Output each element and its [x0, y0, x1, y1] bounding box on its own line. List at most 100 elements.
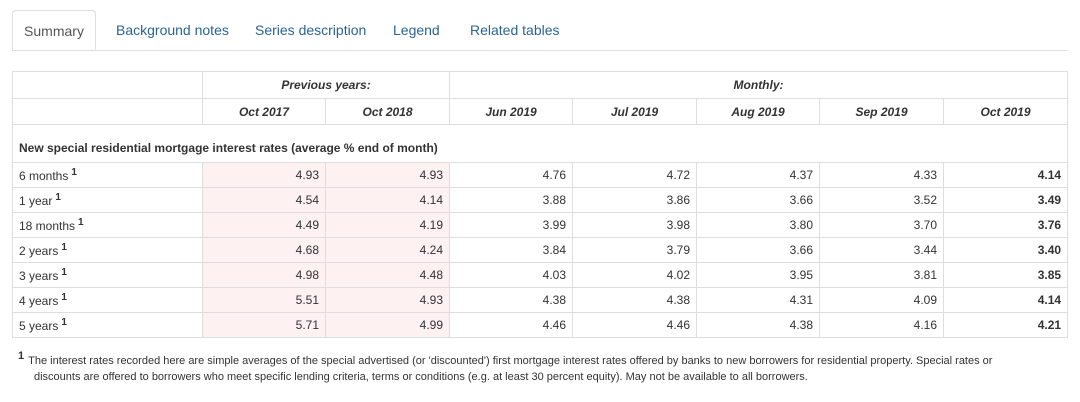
rate-cell: 4.99: [324, 312, 451, 338]
row-label: 4 years 1: [12, 287, 203, 313]
rate-cell: 3.86: [572, 187, 698, 213]
footnote-reference[interactable]: 1: [78, 217, 84, 228]
rate-cell: 3.99: [449, 212, 574, 238]
rate-cell: 4.14: [324, 187, 451, 213]
group-header-previous-years: Previous years:: [201, 71, 451, 99]
rate-cell: 4.31: [696, 287, 821, 313]
rate-cell: 4.33: [819, 162, 945, 188]
interest-rates-table: Previous years: Monthly: Oct 2017 Oct 20…: [11, 71, 1069, 338]
table-row: 6 months 1 4.93 4.93 4.76 4.72 4.37 4.33 4.14: [12, 162, 1069, 188]
table-row: 3 years 1 4.98 4.48 4.03 4.02 3.95 3.81 3.85: [12, 262, 1069, 288]
rate-cell: 3.44: [819, 237, 945, 263]
rate-cell: 4.38: [572, 287, 698, 313]
rate-cell: 4.14: [943, 162, 1069, 188]
rate-cell: 4.93: [202, 162, 326, 188]
row-label-text: 18 months: [19, 219, 76, 233]
rate-cell: 4.03: [449, 262, 574, 288]
rate-cell: 4.98: [202, 262, 326, 288]
table-row: 4 years 1 5.51 4.93 4.38 4.38 4.31 4.09 4.14: [12, 287, 1069, 313]
footnote-reference[interactable]: 1: [61, 292, 67, 303]
column-header: Aug 2019: [696, 98, 821, 125]
tab-series-description[interactable]: Series description: [255, 22, 367, 38]
rate-cell: 3.88: [449, 187, 574, 213]
column-header: Oct 2019: [943, 98, 1069, 125]
footnote-reference[interactable]: 1: [61, 317, 67, 328]
rate-cell: 3.81: [819, 262, 945, 288]
tab-summary[interactable]: Summary: [12, 10, 96, 50]
rate-cell: 5.71: [202, 312, 326, 338]
row-label-text: 1 year: [19, 194, 53, 208]
table-row: 18 months 1 4.49 4.19 3.99 3.98 3.80 3.70 3.76: [12, 212, 1069, 238]
row-label: 5 years 1: [12, 312, 203, 338]
rate-cell: 4.49: [202, 212, 326, 238]
rate-cell: 4.09: [819, 287, 945, 313]
column-header: Jun 2019: [449, 98, 574, 125]
column-header: Oct 2017: [202, 98, 326, 125]
rate-cell: 4.48: [324, 262, 451, 288]
row-label-text: 5 years: [19, 319, 59, 333]
rate-cell: 3.49: [943, 187, 1069, 213]
rate-cell: 4.21: [943, 312, 1069, 338]
row-label: 3 years 1: [12, 262, 203, 288]
column-header-row: Oct 2017 Oct 2018 Jun 2019 Jul 2019 Aug …: [12, 98, 1069, 125]
footnote-reference[interactable]: 1: [71, 167, 77, 178]
rate-cell: 4.14: [943, 287, 1069, 313]
rate-cell: 4.72: [572, 162, 698, 188]
row-label-text: 4 years: [19, 294, 59, 308]
group-header-row: Previous years: Monthly:: [12, 71, 1069, 99]
tab-related-tables[interactable]: Related tables: [470, 22, 560, 38]
rate-cell: 3.80: [696, 212, 821, 238]
row-label-text: 2 years: [19, 244, 59, 258]
row-label: 2 years 1: [12, 237, 203, 263]
rate-cell: 3.85: [943, 262, 1069, 288]
footnote-text-line-1: The interest rates recorded here are sim…: [28, 355, 993, 367]
footnote-marker: 1: [18, 350, 25, 362]
footnote: 1 The interest rates recorded here are si…: [18, 350, 1068, 385]
rate-cell: 3.66: [696, 237, 821, 263]
row-label-text: 6 months: [19, 169, 69, 183]
rate-cell: 5.51: [202, 287, 326, 313]
row-label-text: 3 years: [19, 269, 59, 283]
rate-cell: 3.95: [696, 262, 821, 288]
rate-cell: 4.46: [449, 312, 574, 338]
rate-cell: 4.76: [449, 162, 574, 188]
column-header: Oct 2018: [324, 98, 451, 125]
rate-cell: 4.24: [324, 237, 451, 263]
row-label: 18 months 1: [12, 212, 203, 238]
tab-bar: Summary Background notes Series descript…: [12, 10, 1067, 51]
rate-cell: 4.38: [449, 287, 574, 313]
rate-cell: 4.93: [324, 162, 451, 188]
footnote-reference[interactable]: 1: [61, 242, 67, 253]
section-title: New special residential mortgage interes…: [11, 124, 1069, 163]
group-header-monthly: Monthly:: [449, 71, 1069, 99]
section-title-row: New special residential mortgage interes…: [11, 124, 1069, 163]
rate-cell: 4.38: [696, 312, 821, 338]
tab-legend[interactable]: Legend: [393, 22, 440, 38]
rate-cell: 4.19: [324, 212, 451, 238]
rate-cell: 4.37: [696, 162, 821, 188]
table-row: 5 years 1 5.71 4.99 4.46 4.46 4.38 4.16 4.21: [12, 312, 1069, 338]
row-label: 6 months 1: [12, 162, 203, 188]
rate-cell: 4.16: [819, 312, 945, 338]
footnote-reference[interactable]: 1: [61, 267, 67, 278]
rate-cell: 4.93: [324, 287, 451, 313]
rate-cell: 3.40: [943, 237, 1069, 263]
footnote-text-line-2: discounts are offered to borrowers who m…: [34, 371, 808, 383]
tab-background-notes[interactable]: Background notes: [116, 22, 229, 38]
empty-corner-cell: [12, 71, 203, 99]
rate-cell: 4.68: [202, 237, 326, 263]
footnote-reference[interactable]: 1: [55, 192, 61, 203]
rate-cell: 4.54: [202, 187, 326, 213]
empty-corner-cell: [12, 98, 203, 125]
rate-cell: 3.52: [819, 187, 945, 213]
rate-cell: 3.76: [943, 212, 1069, 238]
rate-cell: 4.02: [572, 262, 698, 288]
rate-cell: 3.98: [572, 212, 698, 238]
rate-cell: 3.79: [572, 237, 698, 263]
column-header: Sep 2019: [819, 98, 945, 125]
table-row: 1 year 1 4.54 4.14 3.88 3.86 3.66 3.52 3.49: [12, 187, 1069, 213]
column-header: Jul 2019: [572, 98, 698, 125]
rate-cell: 3.84: [449, 237, 574, 263]
row-label: 1 year 1: [12, 187, 203, 213]
rate-cell: 3.70: [819, 212, 945, 238]
